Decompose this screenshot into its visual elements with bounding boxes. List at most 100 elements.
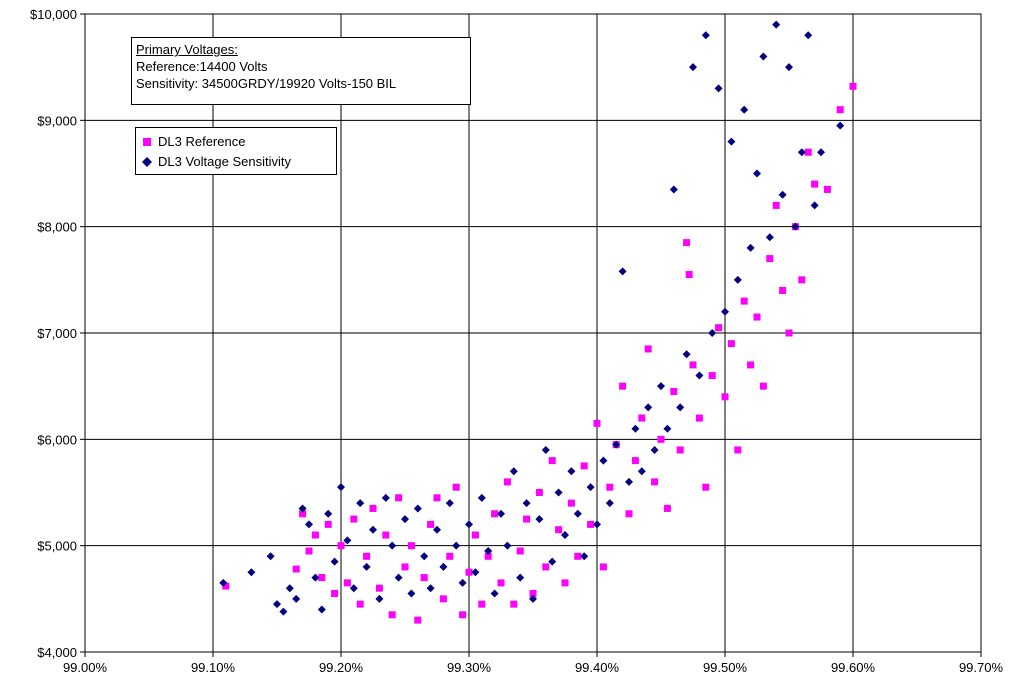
- reference-data-point: [727, 340, 735, 348]
- reference-data-point: [753, 313, 761, 321]
- sensitivity-data-point: [682, 350, 691, 359]
- sensitivity-data-point: [618, 267, 627, 276]
- reference-data-point: [619, 382, 627, 390]
- reference-data-point: [497, 579, 505, 587]
- y-tick-label: $4,000: [37, 645, 77, 660]
- sensitivity-data-point: [817, 148, 825, 157]
- sensitivity-data-point: [650, 445, 659, 454]
- reference-data-point: [779, 286, 787, 294]
- sensitivity-data-point: [219, 578, 228, 587]
- y-tick-label: $6,000: [37, 432, 77, 447]
- sensitivity-data-point: [714, 84, 723, 93]
- sensitivity-data-point: [279, 607, 288, 616]
- sensitivity-data-point: [535, 515, 544, 524]
- sensitivity-data-point: [727, 137, 736, 146]
- sensitivity-data-point: [778, 190, 787, 199]
- reference-data-point: [772, 201, 780, 209]
- reference-data-point: [318, 574, 326, 582]
- y-tick-label: $9,000: [37, 113, 77, 128]
- annotation-reference-line: Reference:14400 Volts: [136, 59, 268, 74]
- reference-data-point: [663, 504, 671, 512]
- y-tick-labels: $4,000 $5,000 $6,000 $7,000 $8,000 $9,000 $10,…: [30, 7, 77, 660]
- reference-data-point: [478, 600, 486, 608]
- sensitivity-data-point: [420, 552, 429, 561]
- reference-data-point: [305, 547, 313, 555]
- sensitivity-data-point: [330, 557, 339, 566]
- sensitivity-data-point: [273, 600, 281, 609]
- reference-data-point: [625, 510, 633, 518]
- sensitivity-data-point: [548, 557, 557, 566]
- sensitivity-data-point: [657, 382, 665, 391]
- reference-data-point: [222, 582, 230, 590]
- sensitivity-data-point: [746, 243, 755, 252]
- sensitivity-data-point: [471, 568, 480, 577]
- reference-data-point: [599, 563, 607, 571]
- sensitivity-data-point: [695, 371, 704, 380]
- reference-data-point: [836, 106, 844, 114]
- reference-data-point: [683, 239, 691, 247]
- sensitivity-data-point: [836, 121, 845, 130]
- sensitivity-data-point: [599, 456, 608, 465]
- reference-data-point: [587, 520, 595, 528]
- sensitivity-data-point: [311, 573, 320, 582]
- sensitivity-data-point: [266, 552, 275, 561]
- sensitivity-data-point: [375, 594, 384, 603]
- reference-data-point: [657, 435, 665, 443]
- reference-data-point: [356, 600, 364, 608]
- reference-data-point: [676, 446, 684, 454]
- reference-data-point: [311, 531, 319, 539]
- x-tick-label: 99.30%: [447, 660, 492, 675]
- x-tick-label: 99.50%: [703, 660, 748, 675]
- sensitivity-data-point: [721, 307, 729, 316]
- reference-data-point: [734, 446, 742, 454]
- reference-data-point: [407, 542, 415, 550]
- sensitivity-data-point: [497, 509, 505, 518]
- sensitivity-data-point: [458, 578, 467, 587]
- sensitivity-data-point: [522, 499, 531, 508]
- sensitivity-data-point: [343, 536, 352, 545]
- reference-data-point: [804, 148, 812, 156]
- y-tick-label: $7,000: [37, 326, 77, 341]
- reference-data-point: [644, 345, 652, 353]
- sensitivity-data-point: [561, 531, 569, 540]
- sensitivity-data-point: [529, 594, 537, 603]
- reference-data-point: [510, 600, 518, 608]
- sensitivity-data-point: [305, 520, 313, 529]
- reference-data-point: [823, 185, 831, 193]
- sensitivity-data-point: [554, 488, 563, 497]
- reference-data-point: [811, 180, 819, 188]
- sensitivity-data-point: [394, 573, 403, 582]
- sensitivity-data-point: [356, 499, 365, 508]
- reference-data-point: [337, 542, 345, 550]
- sensitivity-data-point: [612, 440, 621, 449]
- sensitivity-data-point: [797, 148, 806, 157]
- sensitivity-data-point: [426, 584, 435, 593]
- reference-data-point: [382, 531, 390, 539]
- reference-data-point: [798, 276, 806, 284]
- reference-data-point: [324, 520, 332, 528]
- sensitivity-data-point: [381, 493, 390, 502]
- reference-data-point: [740, 297, 748, 305]
- sensitivity-data-point: [772, 20, 781, 29]
- sensitivity-data-point: [324, 509, 333, 518]
- reference-data-point: [452, 483, 460, 491]
- y-tick-label: $8,000: [37, 220, 77, 235]
- reference-data-point: [747, 361, 755, 369]
- x-tick-labels: 99.00% 99.10% 99.20% 99.30% 99.40% 99.50% 99.6…: [63, 660, 1004, 675]
- reference-data-point: [420, 574, 428, 582]
- sensitivity-data-point: [637, 467, 646, 476]
- reference-data-point: [465, 568, 473, 576]
- sensitivity-data-point: [740, 105, 749, 114]
- reference-data-point: [427, 520, 435, 528]
- reference-data-point: [555, 526, 563, 534]
- sensitivity-data-point: [388, 541, 397, 550]
- diamond-marker-icon: [142, 157, 152, 167]
- reference-data-point: [388, 611, 396, 619]
- reference-data-point: [516, 547, 524, 555]
- sensitivity-data-point: [573, 509, 582, 518]
- sensitivity-data-point: [541, 445, 550, 454]
- data-points: [219, 20, 857, 624]
- x-tick-label: 99.00%: [63, 660, 108, 675]
- reference-data-point: [503, 478, 511, 486]
- sensitivity-data-point: [586, 483, 595, 492]
